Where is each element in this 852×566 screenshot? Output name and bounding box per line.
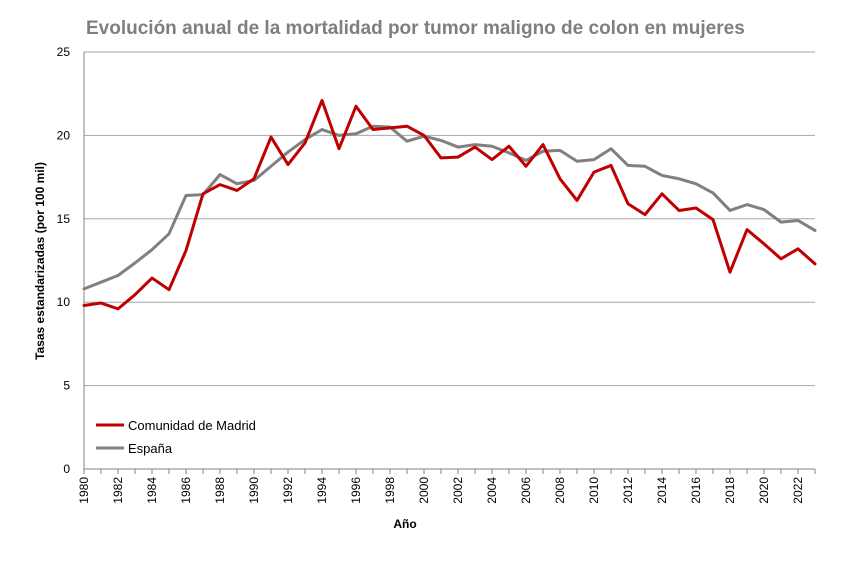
x-tick-label: 2008 [553, 477, 567, 504]
series-lines [82, 98, 817, 311]
y-tick-label: 20 [57, 128, 71, 142]
series-line-españa [82, 124, 817, 291]
x-axis-title: Año [393, 517, 416, 531]
x-tick-label: 2006 [519, 477, 533, 504]
x-tick-label: 2022 [791, 477, 805, 504]
y-tick-labels: 0 5 10 15 20 25 [57, 45, 71, 476]
y-tick-label: 25 [57, 45, 71, 59]
x-tick-label: 1986 [179, 477, 193, 504]
x-tick-label: 1988 [213, 477, 227, 504]
y-tick-label: 5 [63, 379, 70, 393]
y-tick-label: 10 [57, 295, 71, 309]
legend: Comunidad de Madrid España [96, 418, 256, 456]
x-tick-label: 1998 [383, 477, 397, 504]
x-tick-label: 2014 [655, 477, 669, 504]
y-tick-label: 0 [63, 462, 70, 476]
x-tick-label: 2012 [621, 477, 635, 504]
y-axis-title: Tasas estandarizadas (por 100 mil) [33, 162, 47, 360]
x-tick-label: 1982 [111, 477, 125, 504]
x-tick-label: 2000 [417, 477, 431, 504]
x-tick-label: 1996 [349, 477, 363, 504]
legend-label-comunidad-de-madrid: Comunidad de Madrid [128, 418, 256, 433]
x-tick-label: 2018 [723, 477, 737, 504]
gridlines [84, 51, 815, 387]
chart-title: Evolución anual de la mortalidad por tum… [86, 18, 745, 39]
x-tick-label: 2002 [451, 477, 465, 504]
series-line-comunidad-de-madrid [82, 98, 817, 311]
y-tick-label: 15 [57, 212, 71, 226]
x-tick-label: 2016 [689, 477, 703, 504]
x-tick-label: 1990 [247, 477, 261, 504]
x-tick-label: 2004 [485, 477, 499, 504]
legend-label-españa: España [128, 441, 173, 456]
x-tick-label: 2020 [757, 477, 771, 504]
x-tick-label: 2010 [587, 477, 601, 504]
x-tick-label: 1994 [315, 477, 329, 504]
x-tick-labels: 1980 1982 1984 1986 1988 1990 1992 1994 1996 1998… [77, 477, 805, 504]
x-tick-label: 1992 [281, 477, 295, 504]
axes [83, 52, 816, 474]
x-tick-label: 1980 [77, 477, 91, 504]
x-tick-label: 1984 [145, 477, 159, 504]
